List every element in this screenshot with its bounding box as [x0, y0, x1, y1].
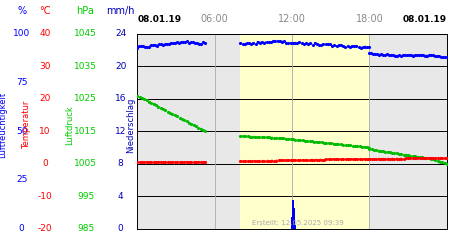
Text: 12:00: 12:00	[278, 14, 306, 24]
Text: 995: 995	[77, 192, 94, 201]
Text: 8: 8	[118, 159, 123, 168]
Text: 30: 30	[39, 62, 51, 71]
Text: 50: 50	[16, 127, 27, 136]
Text: Temperatur: Temperatur	[22, 101, 32, 149]
Text: 08.01.19: 08.01.19	[138, 15, 182, 24]
Text: 20: 20	[39, 94, 51, 103]
Text: 100: 100	[13, 29, 30, 38]
Text: %: %	[17, 6, 26, 16]
Text: 4: 4	[118, 192, 123, 201]
Bar	[294, 225, 296, 229]
Text: 10: 10	[39, 127, 51, 136]
Text: 1005: 1005	[74, 159, 97, 168]
Text: 0: 0	[19, 224, 24, 233]
Bar	[293, 208, 295, 229]
Bar	[291, 216, 293, 229]
Text: 75: 75	[16, 78, 27, 87]
Text: Luftdruck: Luftdruck	[65, 105, 74, 145]
Text: 1035: 1035	[74, 62, 97, 71]
Text: Luftfeuchtigkeit: Luftfeuchtigkeit	[0, 92, 7, 158]
Text: Erstellt: 12.05.2025 09:39: Erstellt: 12.05.2025 09:39	[252, 220, 343, 226]
Text: 40: 40	[39, 29, 51, 38]
Text: -10: -10	[38, 192, 52, 201]
Text: 0: 0	[118, 224, 123, 233]
Text: Niederschlag: Niederschlag	[126, 97, 135, 153]
Text: °C: °C	[39, 6, 51, 16]
Text: 08.01.19: 08.01.19	[402, 15, 446, 24]
Text: 1025: 1025	[74, 94, 97, 103]
Text: mm/h: mm/h	[106, 6, 135, 16]
Text: 18:00: 18:00	[356, 14, 383, 24]
Text: hPa: hPa	[76, 6, 94, 16]
Text: 12: 12	[115, 127, 126, 136]
Bar	[292, 200, 294, 229]
Text: 25: 25	[16, 176, 27, 184]
Text: 20: 20	[115, 62, 126, 71]
Text: 24: 24	[115, 29, 126, 38]
Text: 985: 985	[77, 224, 94, 233]
Text: 06:00: 06:00	[201, 14, 229, 24]
Text: -20: -20	[38, 224, 52, 233]
Bar	[240, 34, 369, 229]
Text: 1015: 1015	[74, 127, 97, 136]
Text: 16: 16	[115, 94, 126, 103]
Text: 0: 0	[42, 159, 48, 168]
Text: 1045: 1045	[74, 29, 97, 38]
